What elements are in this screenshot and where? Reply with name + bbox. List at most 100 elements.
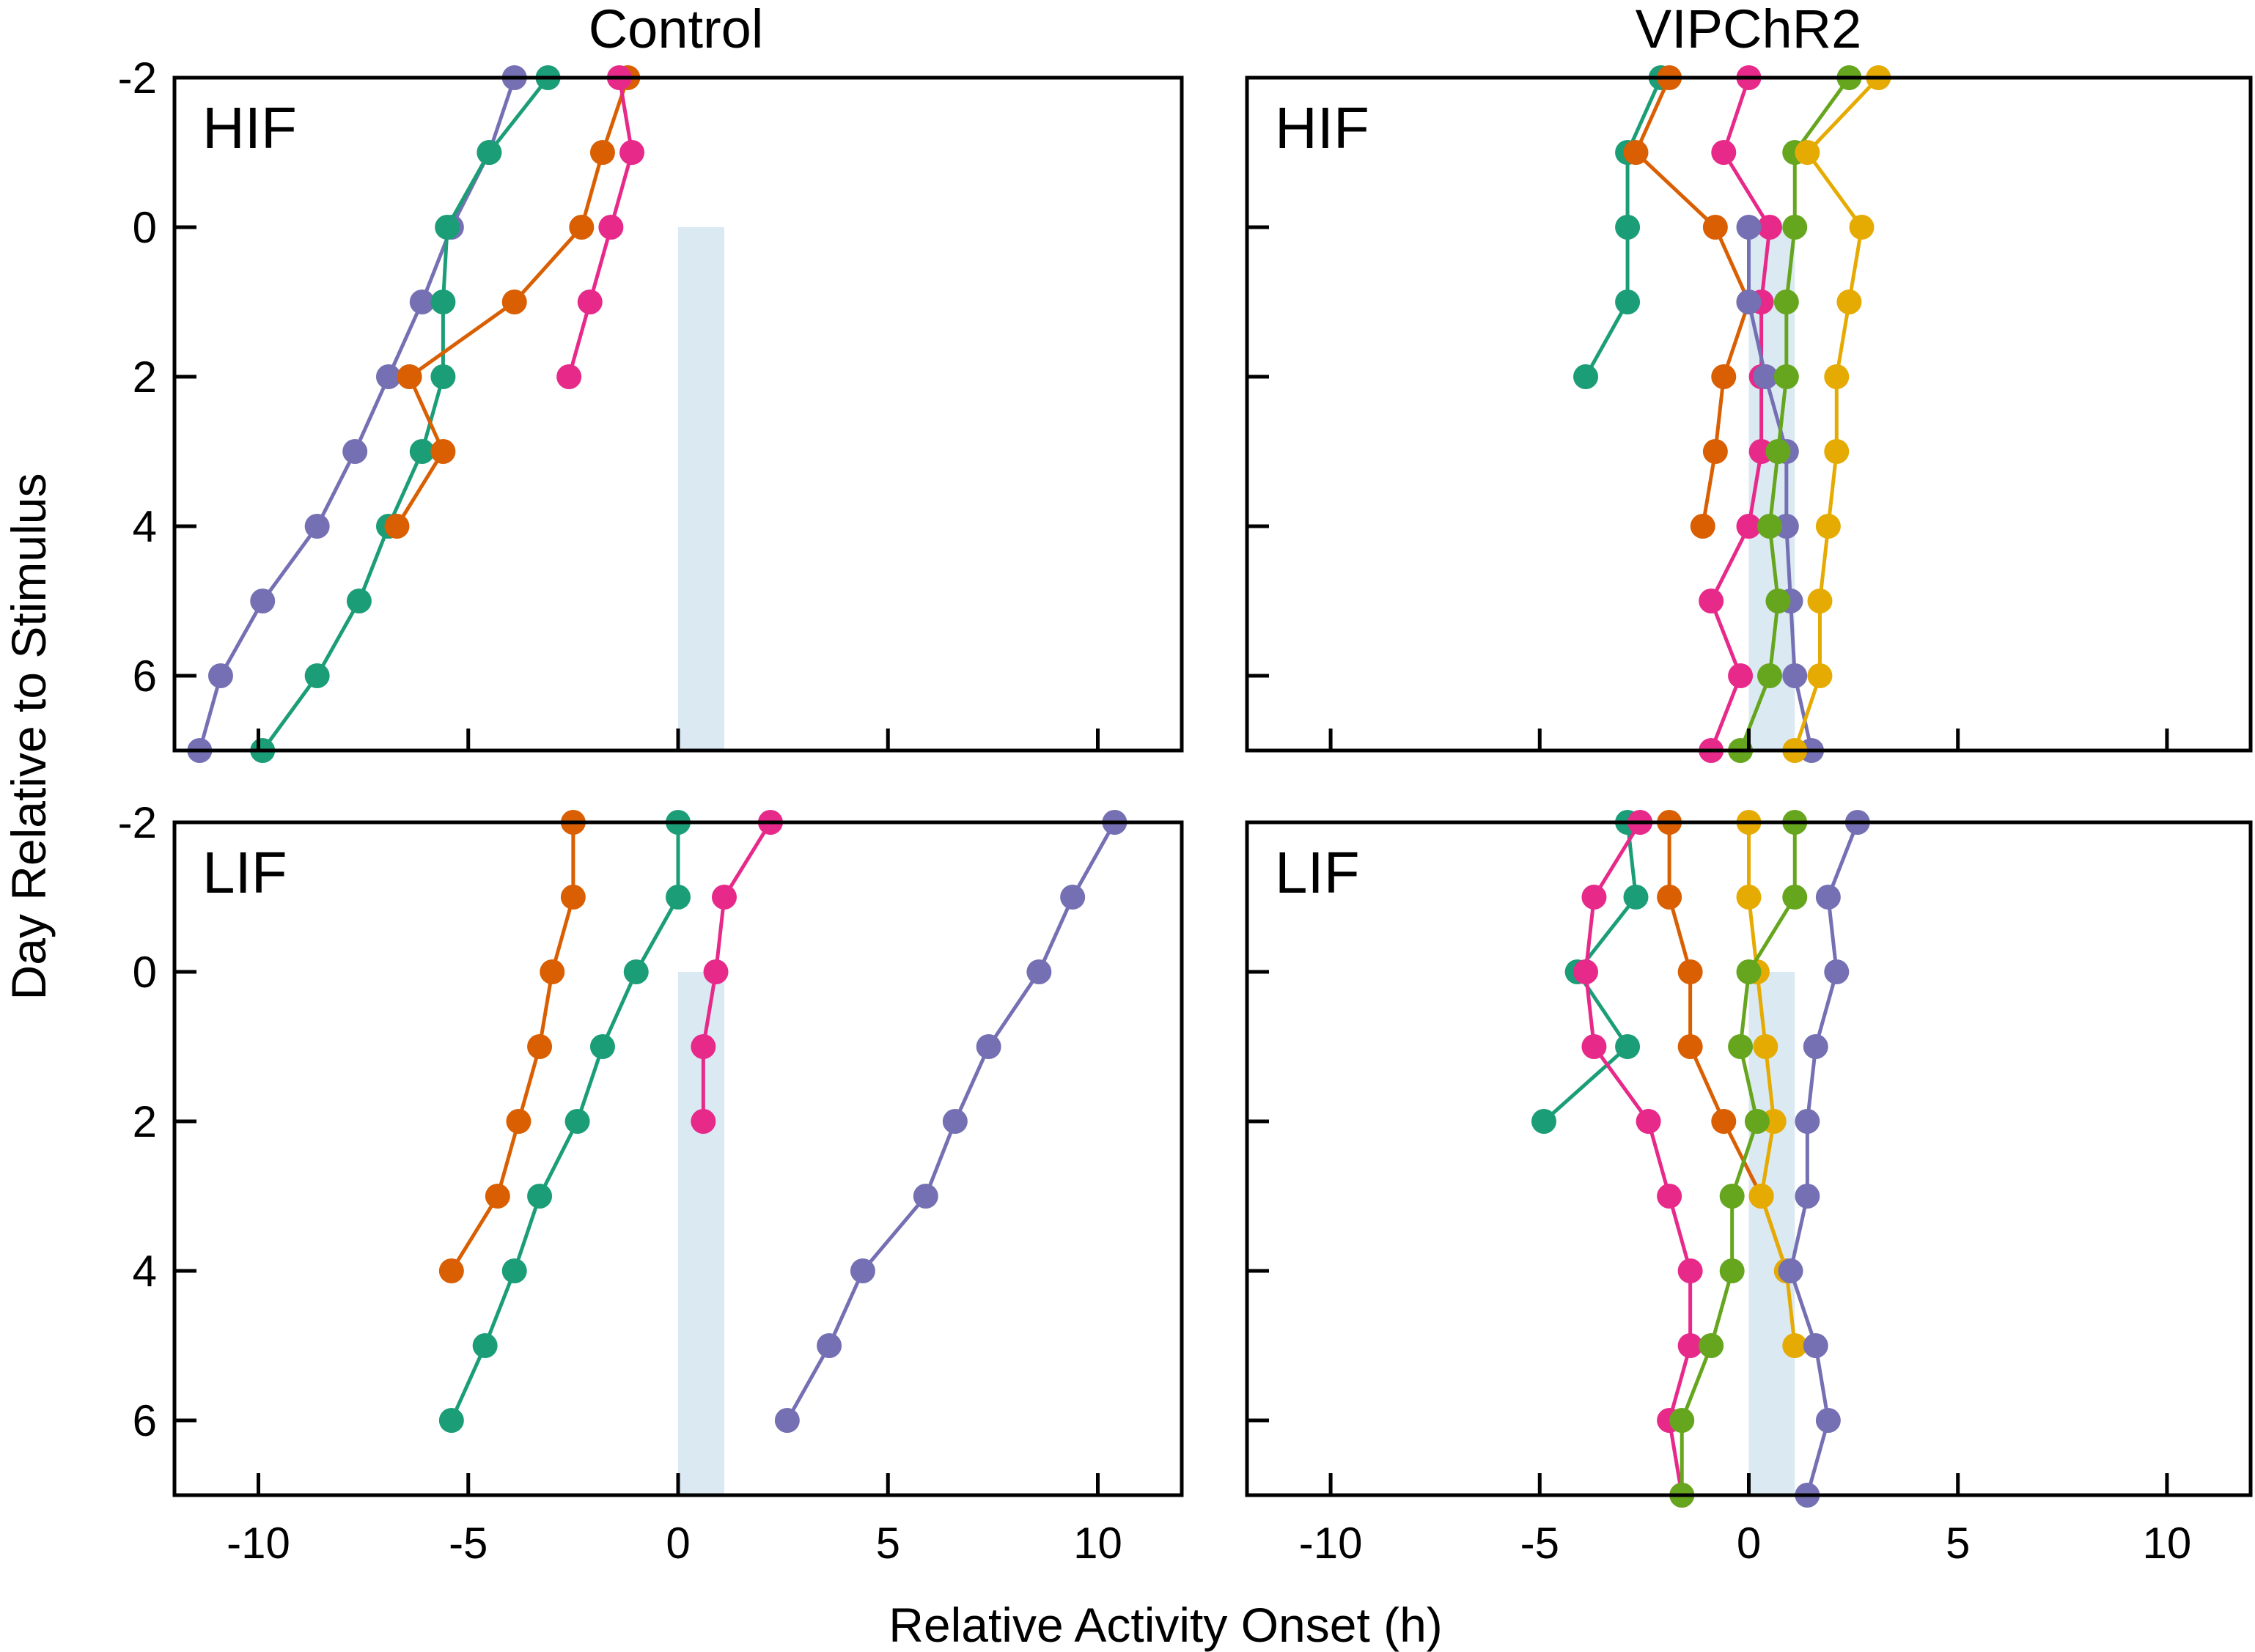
data-point: [1795, 1109, 1820, 1134]
data-point: [1753, 364, 1778, 389]
data-point: [1699, 1333, 1724, 1358]
series-pink: [691, 810, 783, 1134]
series-line: [449, 822, 575, 1272]
data-point: [691, 1109, 716, 1134]
data-point: [1677, 1333, 1703, 1358]
data-point: [1711, 140, 1737, 165]
data-point: [506, 1109, 531, 1134]
x-tick-label: -10: [227, 1519, 290, 1568]
data-point: [1026, 959, 1052, 984]
series-purple: [1778, 810, 1870, 1508]
data-point: [577, 290, 603, 314]
series-lime: [1669, 810, 1808, 1508]
y-tick-label: 6: [133, 652, 157, 701]
x-tick-label: 10: [2143, 1519, 2192, 1568]
data-point: [913, 1184, 938, 1209]
data-point: [501, 290, 527, 314]
data-point: [1623, 140, 1649, 165]
data-point: [1782, 215, 1808, 240]
series-gold: [1782, 65, 1891, 763]
data-point: [942, 1109, 968, 1134]
data-point: [1573, 959, 1599, 984]
data-point: [397, 364, 422, 389]
data-point: [703, 959, 729, 984]
data-point: [1815, 885, 1841, 910]
data-point: [304, 663, 330, 688]
data-point: [1615, 1034, 1641, 1059]
column-title-vipchr2: VIPChR2: [1636, 0, 1861, 59]
x-tick-label: 5: [876, 1519, 900, 1568]
series-green: [438, 810, 691, 1433]
data-point: [691, 1034, 716, 1059]
data-point: [1581, 1034, 1607, 1059]
data-point: [1782, 885, 1808, 910]
data-point: [1702, 439, 1728, 464]
series-line: [197, 77, 517, 751]
y-tick-label: 2: [133, 1097, 157, 1146]
data-point: [569, 215, 595, 240]
data-point: [1657, 885, 1682, 910]
panel-label: HIF: [1275, 95, 1369, 161]
data-point: [589, 140, 615, 165]
data-point: [1719, 1258, 1745, 1283]
data-point: [1736, 514, 1762, 539]
data-point: [1765, 589, 1791, 613]
data-point: [1669, 1408, 1695, 1433]
data-point: [1677, 1258, 1703, 1283]
data-point: [485, 1184, 510, 1209]
data-point: [1581, 885, 1607, 910]
data-point: [1795, 1184, 1820, 1209]
data-point: [1753, 1034, 1778, 1059]
panel-control-lif: -2 0 2 4 6 -10 -5 0 5 10 LIF: [118, 798, 1184, 1568]
data-point: [409, 290, 435, 314]
data-point: [501, 1258, 527, 1283]
data-point: [623, 959, 649, 984]
data-point: [589, 1034, 615, 1059]
data-point: [342, 439, 368, 464]
data-point: [1531, 1109, 1556, 1134]
panel-vipchr2-lif: -10 -5 0 5 10 LIF: [1245, 810, 2253, 1568]
data-point: [375, 364, 401, 389]
data-point: [1736, 290, 1762, 314]
stimulus-band: [678, 227, 724, 751]
data-point: [438, 1258, 464, 1283]
x-tick-label: -5: [449, 1519, 488, 1568]
data-point: [976, 1034, 1001, 1059]
panels: -2 0 2 4 6 HIF HIF -2 0 2 4 6 -10 -5 0 5 10 LIF -10 -5 0 5 10 L…: [118, 54, 2253, 1568]
data-point: [1736, 959, 1762, 984]
y-tick-label: 6: [133, 1396, 157, 1445]
series-line: [1747, 227, 1814, 751]
data-point: [1744, 1109, 1770, 1134]
data-point: [1836, 290, 1862, 314]
y-tick-label: 4: [133, 1247, 157, 1296]
data-point: [1824, 959, 1850, 984]
data-point: [666, 885, 691, 910]
series-line: [1789, 822, 1860, 1496]
data-point: [1849, 215, 1875, 240]
data-point: [1757, 514, 1783, 539]
data-point: [346, 589, 372, 613]
y-tick-label: 4: [133, 502, 157, 551]
data-point: [1815, 514, 1841, 539]
series-line: [1680, 822, 1797, 1495]
data-point: [1677, 959, 1703, 984]
data-point: [527, 1184, 553, 1209]
data-point: [384, 514, 410, 539]
data-point: [430, 439, 456, 464]
series-line: [1738, 76, 1851, 751]
data-point: [1807, 589, 1833, 613]
panel-label: HIF: [202, 95, 297, 161]
data-point: [1702, 215, 1728, 240]
panel-label: LIF: [1275, 840, 1360, 905]
data-point: [1615, 290, 1641, 314]
panel-control-hif: -2 0 2 4 6 HIF: [118, 54, 1184, 763]
y-tick-label: -2: [118, 798, 157, 847]
data-point: [1728, 663, 1754, 688]
data-point: [430, 364, 456, 389]
data-point: [1711, 364, 1737, 389]
series-orange: [438, 810, 586, 1283]
data-point: [556, 364, 582, 389]
data-point: [1778, 1258, 1803, 1283]
panel-vipchr2-hif: HIF: [1245, 65, 2253, 763]
data-point: [1728, 1034, 1754, 1059]
